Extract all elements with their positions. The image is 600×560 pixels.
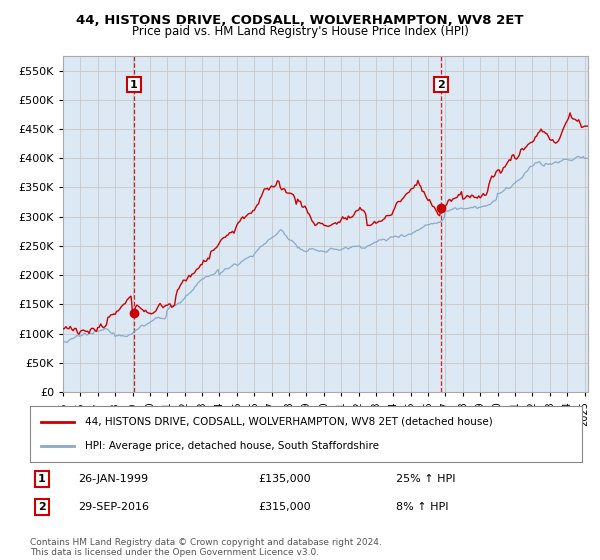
- Text: 44, HISTONS DRIVE, CODSALL, WOLVERHAMPTON, WV8 2ET: 44, HISTONS DRIVE, CODSALL, WOLVERHAMPTO…: [76, 14, 524, 27]
- Text: £315,000: £315,000: [258, 502, 311, 512]
- Text: 26-JAN-1999: 26-JAN-1999: [78, 474, 148, 484]
- Text: Price paid vs. HM Land Registry's House Price Index (HPI): Price paid vs. HM Land Registry's House …: [131, 25, 469, 38]
- Text: 2: 2: [38, 502, 46, 512]
- Text: 25% ↑ HPI: 25% ↑ HPI: [396, 474, 455, 484]
- Text: 2: 2: [437, 80, 445, 90]
- Text: 29-SEP-2016: 29-SEP-2016: [78, 502, 149, 512]
- Text: £135,000: £135,000: [258, 474, 311, 484]
- Text: 8% ↑ HPI: 8% ↑ HPI: [396, 502, 449, 512]
- Text: HPI: Average price, detached house, South Staffordshire: HPI: Average price, detached house, Sout…: [85, 441, 379, 451]
- Text: 1: 1: [38, 474, 46, 484]
- Text: 1: 1: [130, 80, 138, 90]
- Text: 44, HISTONS DRIVE, CODSALL, WOLVERHAMPTON, WV8 2ET (detached house): 44, HISTONS DRIVE, CODSALL, WOLVERHAMPTO…: [85, 417, 493, 427]
- Text: Contains HM Land Registry data © Crown copyright and database right 2024.
This d: Contains HM Land Registry data © Crown c…: [30, 538, 382, 557]
